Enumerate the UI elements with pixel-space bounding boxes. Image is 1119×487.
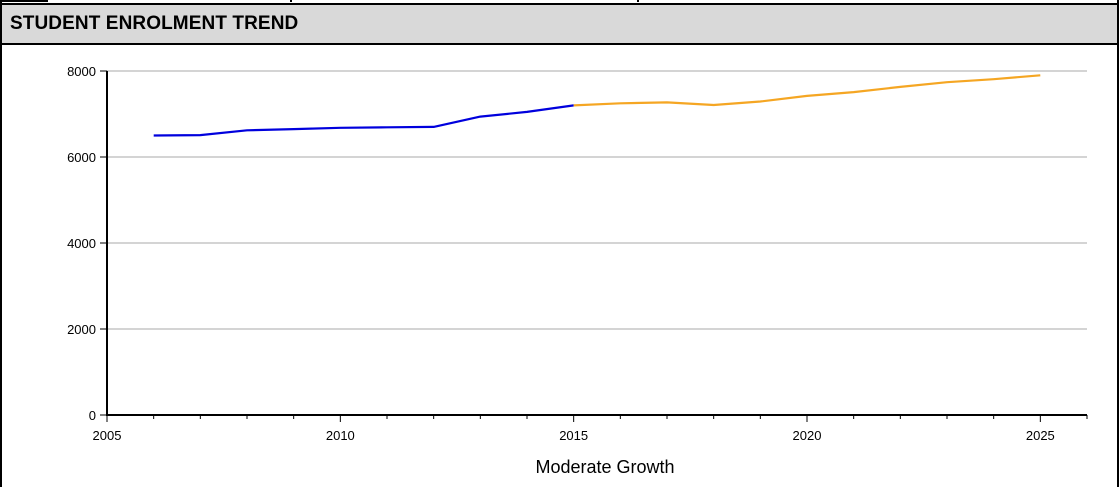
- gridlines: [107, 70, 1087, 330]
- axis-ticks: 0 2000 4000 6000 8000 2005 2010 2015 2020 2025: [67, 64, 1088, 443]
- chart-header: STUDENT ENROLMENT TREND: [0, 3, 1119, 45]
- y-tick-label-4000: 4000: [67, 236, 96, 251]
- chart-title: STUDENT ENROLMENT TREND: [10, 13, 299, 34]
- x-tick-label-2020: 2020: [793, 428, 822, 443]
- y-tick-label-6000: 6000: [67, 150, 96, 165]
- y-tick-label-0: 0: [89, 408, 96, 423]
- x-tick-label-2025: 2025: [1026, 428, 1055, 443]
- series-lines: [153, 74, 1041, 137]
- y-tick-label-2000: 2000: [67, 322, 96, 337]
- top-border-tick-2: [637, 0, 639, 2]
- top-border-tick-1: [290, 0, 292, 2]
- x-tick-label-2005: 2005: [93, 428, 122, 443]
- y-tick-label-8000: 8000: [67, 64, 96, 79]
- series-line-2: [573, 74, 1041, 107]
- x-axis-label: Moderate Growth: [535, 457, 674, 477]
- top-border-segment-left: [0, 0, 48, 2]
- top-border-marks: [0, 0, 1119, 3]
- x-tick-label-2010: 2010: [326, 428, 355, 443]
- series-line-1: [153, 104, 574, 137]
- x-tick-label-2015: 2015: [559, 428, 588, 443]
